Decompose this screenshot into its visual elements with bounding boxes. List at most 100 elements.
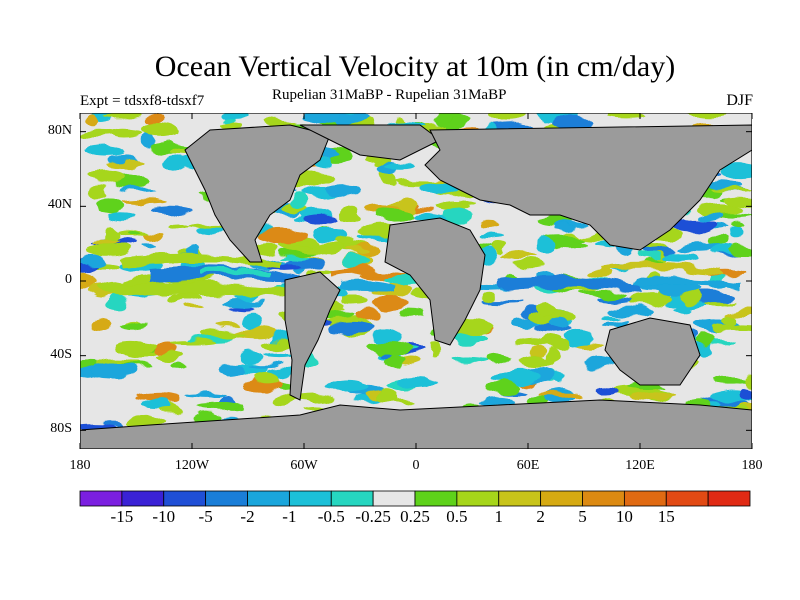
velocity-patch	[484, 380, 522, 395]
velocity-patch	[127, 230, 140, 235]
colorbar-swatch	[288, 490, 332, 507]
velocity-patch	[385, 163, 414, 170]
velocity-patch	[87, 243, 132, 257]
velocity-patch	[451, 355, 488, 364]
colorbar-label: 5	[578, 507, 587, 526]
period-subtitle: Rupelian 31MaBP - Rupelian 31MaBP	[272, 87, 507, 103]
velocity-patch	[384, 354, 406, 370]
velocity-patch	[153, 206, 192, 215]
velocity-patch	[396, 374, 436, 390]
velocity-patch	[601, 320, 628, 327]
colorbar-label: 10	[615, 507, 633, 526]
velocity-patch	[518, 357, 556, 368]
velocity-patch	[480, 221, 500, 229]
velocity-patch	[156, 352, 186, 360]
velocity-patch	[199, 402, 241, 411]
velocity-patch	[337, 113, 369, 124]
velocity-patch	[680, 242, 722, 252]
velocity-patch	[91, 363, 137, 377]
velocity-patch	[356, 243, 381, 258]
velocity-patch	[302, 113, 341, 124]
lat-tick-label: 40N	[47, 197, 72, 213]
velocity-patch	[102, 420, 127, 426]
lon-tick-label: 180	[741, 458, 763, 473]
colorbar-label: 15	[657, 507, 675, 526]
colorbar-swatch	[247, 490, 290, 507]
colorbar-swatch	[205, 490, 248, 507]
velocity-patch	[122, 199, 169, 204]
velocity-patch	[192, 412, 223, 422]
velocity-patch	[325, 379, 369, 393]
velocity-patch	[317, 157, 333, 167]
velocity-patch	[716, 214, 752, 220]
colorbar-label: -10	[152, 507, 176, 526]
velocity-patch	[142, 242, 157, 247]
velocity-patch	[140, 123, 178, 137]
velocity-patch	[86, 115, 101, 127]
velocity-patch	[80, 273, 98, 288]
velocity-patch	[371, 296, 410, 310]
velocity-patch	[664, 252, 699, 263]
velocity-patch	[229, 306, 255, 312]
velocity-patch	[693, 212, 724, 220]
velocity-patch	[548, 340, 571, 350]
velocity-patch	[381, 352, 393, 358]
lat-tick-label: 0	[65, 272, 72, 287]
velocity-patch	[346, 247, 369, 254]
velocity-patch	[695, 332, 713, 346]
velocity-patch	[139, 399, 173, 410]
velocity-patch	[220, 123, 243, 129]
lon-tick-label: 60W	[290, 458, 318, 473]
velocity-patch	[600, 315, 620, 320]
velocity-patch	[493, 241, 507, 254]
velocity-patch	[536, 236, 555, 251]
velocity-patch	[99, 198, 125, 214]
colorbar-label: -2	[240, 507, 255, 526]
colorbar-swatch	[665, 490, 709, 507]
velocity-patch	[262, 352, 296, 358]
velocity-patch	[581, 355, 616, 370]
velocity-patch	[183, 304, 205, 309]
velocity-patch	[80, 254, 106, 267]
velocity-patch	[242, 313, 265, 329]
velocity-patch	[90, 185, 110, 199]
velocity-patch	[103, 228, 118, 243]
velocity-patch	[335, 235, 356, 244]
velocity-patch	[140, 132, 154, 149]
colorbar-swatch	[372, 490, 416, 507]
velocity-patch	[730, 221, 746, 227]
velocity-patch	[668, 217, 716, 234]
colorbar-label: -1	[282, 507, 297, 526]
velocity-patch	[250, 363, 284, 368]
velocity-patch	[610, 113, 647, 119]
velocity-patch	[305, 214, 338, 223]
experiment-label: Expt = tdsxf8-tdsxf7	[80, 93, 205, 109]
velocity-patch	[374, 209, 417, 221]
velocity-patch	[112, 341, 153, 355]
velocity-patch	[740, 387, 752, 400]
velocity-patch	[162, 155, 184, 171]
velocity-patch	[457, 199, 478, 205]
season-label: DJF	[726, 92, 753, 109]
lat-tick-label: 40S	[50, 346, 72, 362]
velocity-patch	[444, 117, 464, 132]
colorbar-swatch	[330, 490, 374, 507]
velocity-patch	[169, 340, 215, 345]
velocity-patch	[169, 224, 191, 230]
velocity-patch	[104, 113, 142, 117]
velocity-patch	[152, 342, 181, 354]
velocity-patch	[630, 391, 675, 400]
colorbar-label: 0.25	[400, 507, 430, 526]
velocity-patch	[595, 387, 621, 397]
lon-tick-label: 120W	[174, 458, 210, 473]
velocity-patch	[728, 225, 743, 240]
velocity-patch	[549, 318, 570, 328]
velocity-patch	[292, 193, 308, 209]
velocity-patch	[389, 397, 417, 404]
velocity-patch	[105, 158, 146, 168]
velocity-patch	[328, 321, 376, 332]
velocity-patch	[510, 259, 545, 267]
velocity-patch	[596, 297, 632, 304]
velocity-patch	[638, 253, 663, 260]
colorbar	[79, 490, 751, 507]
